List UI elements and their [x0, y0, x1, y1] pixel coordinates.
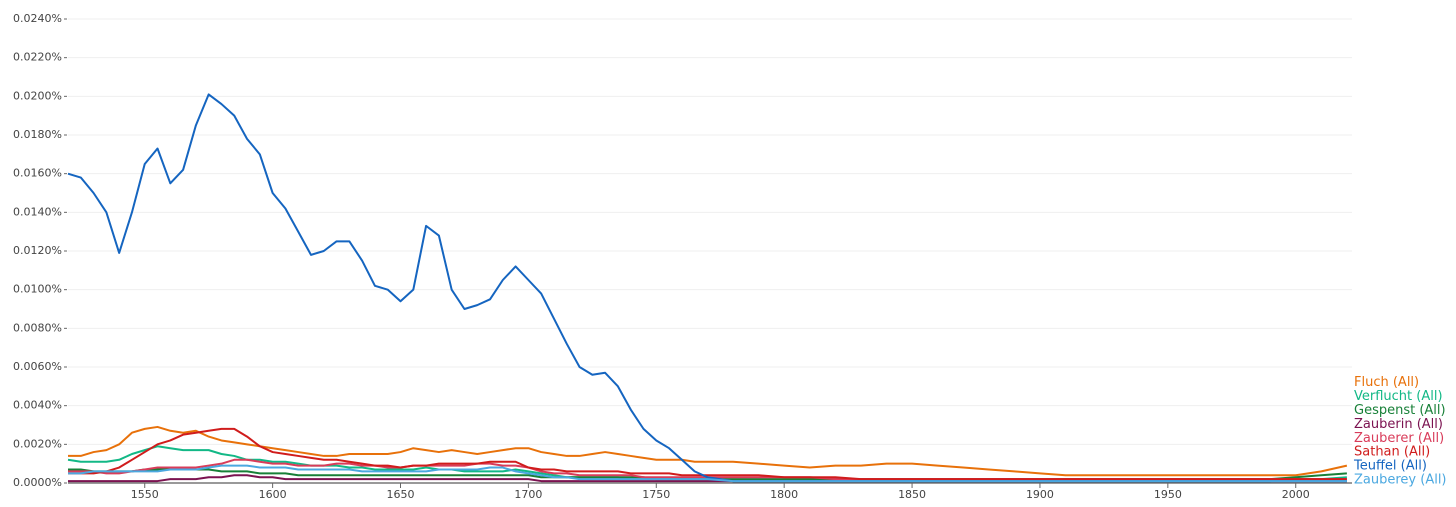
y-tick-label: 0.0100% — [13, 283, 62, 296]
x-tick-label: 1800 — [770, 488, 798, 501]
legend-label: Teuffel (All) — [1353, 459, 1427, 474]
x-tick-label: 1750 — [642, 488, 670, 501]
y-tick-label: 0.0160% — [13, 167, 62, 180]
y-tick-label: 0.0080% — [13, 321, 62, 334]
y-tick-label: 0.0220% — [13, 51, 62, 64]
legend-label: Zauberin (All) — [1354, 417, 1443, 432]
y-tick-label: 0.0200% — [13, 89, 62, 102]
y-tick-label: 0.0180% — [13, 128, 62, 141]
y-tick-label: 0.0040% — [13, 399, 62, 412]
x-tick-label: 1650 — [387, 488, 415, 501]
x-tick-label: 1850 — [898, 488, 926, 501]
legend-label: Zauberer (All) — [1354, 431, 1444, 446]
y-tick-label: 0.0120% — [13, 244, 62, 257]
series-line — [68, 427, 1347, 481]
legend-label: Zauberey (All) — [1354, 473, 1447, 488]
x-tick-label: 2000 — [1282, 488, 1310, 501]
x-tick-label: 1900 — [1026, 488, 1054, 501]
legend-label: Gespenst (All) — [1354, 403, 1446, 418]
legend-label: Sathan (All) — [1354, 445, 1430, 460]
series-line — [68, 425, 1348, 477]
y-tick-label: 0.0240% — [13, 12, 62, 25]
series-line — [67, 93, 1347, 483]
x-tick-label: 1600 — [259, 488, 287, 501]
series-line — [68, 464, 1347, 483]
x-tick-label: 1950 — [1154, 488, 1182, 501]
x-tick-label: 1700 — [514, 488, 542, 501]
y-tick-label: 0.0140% — [13, 205, 62, 218]
y-tick-label: 0.0000% — [13, 476, 62, 489]
legend-label: Fluch (All) — [1354, 375, 1419, 390]
legend-label: Verflucht (All) — [1354, 389, 1443, 404]
y-tick-label: 0.0020% — [13, 437, 62, 450]
y-tick-label: 0.0060% — [13, 360, 62, 373]
x-tick-label: 1550 — [131, 488, 159, 501]
